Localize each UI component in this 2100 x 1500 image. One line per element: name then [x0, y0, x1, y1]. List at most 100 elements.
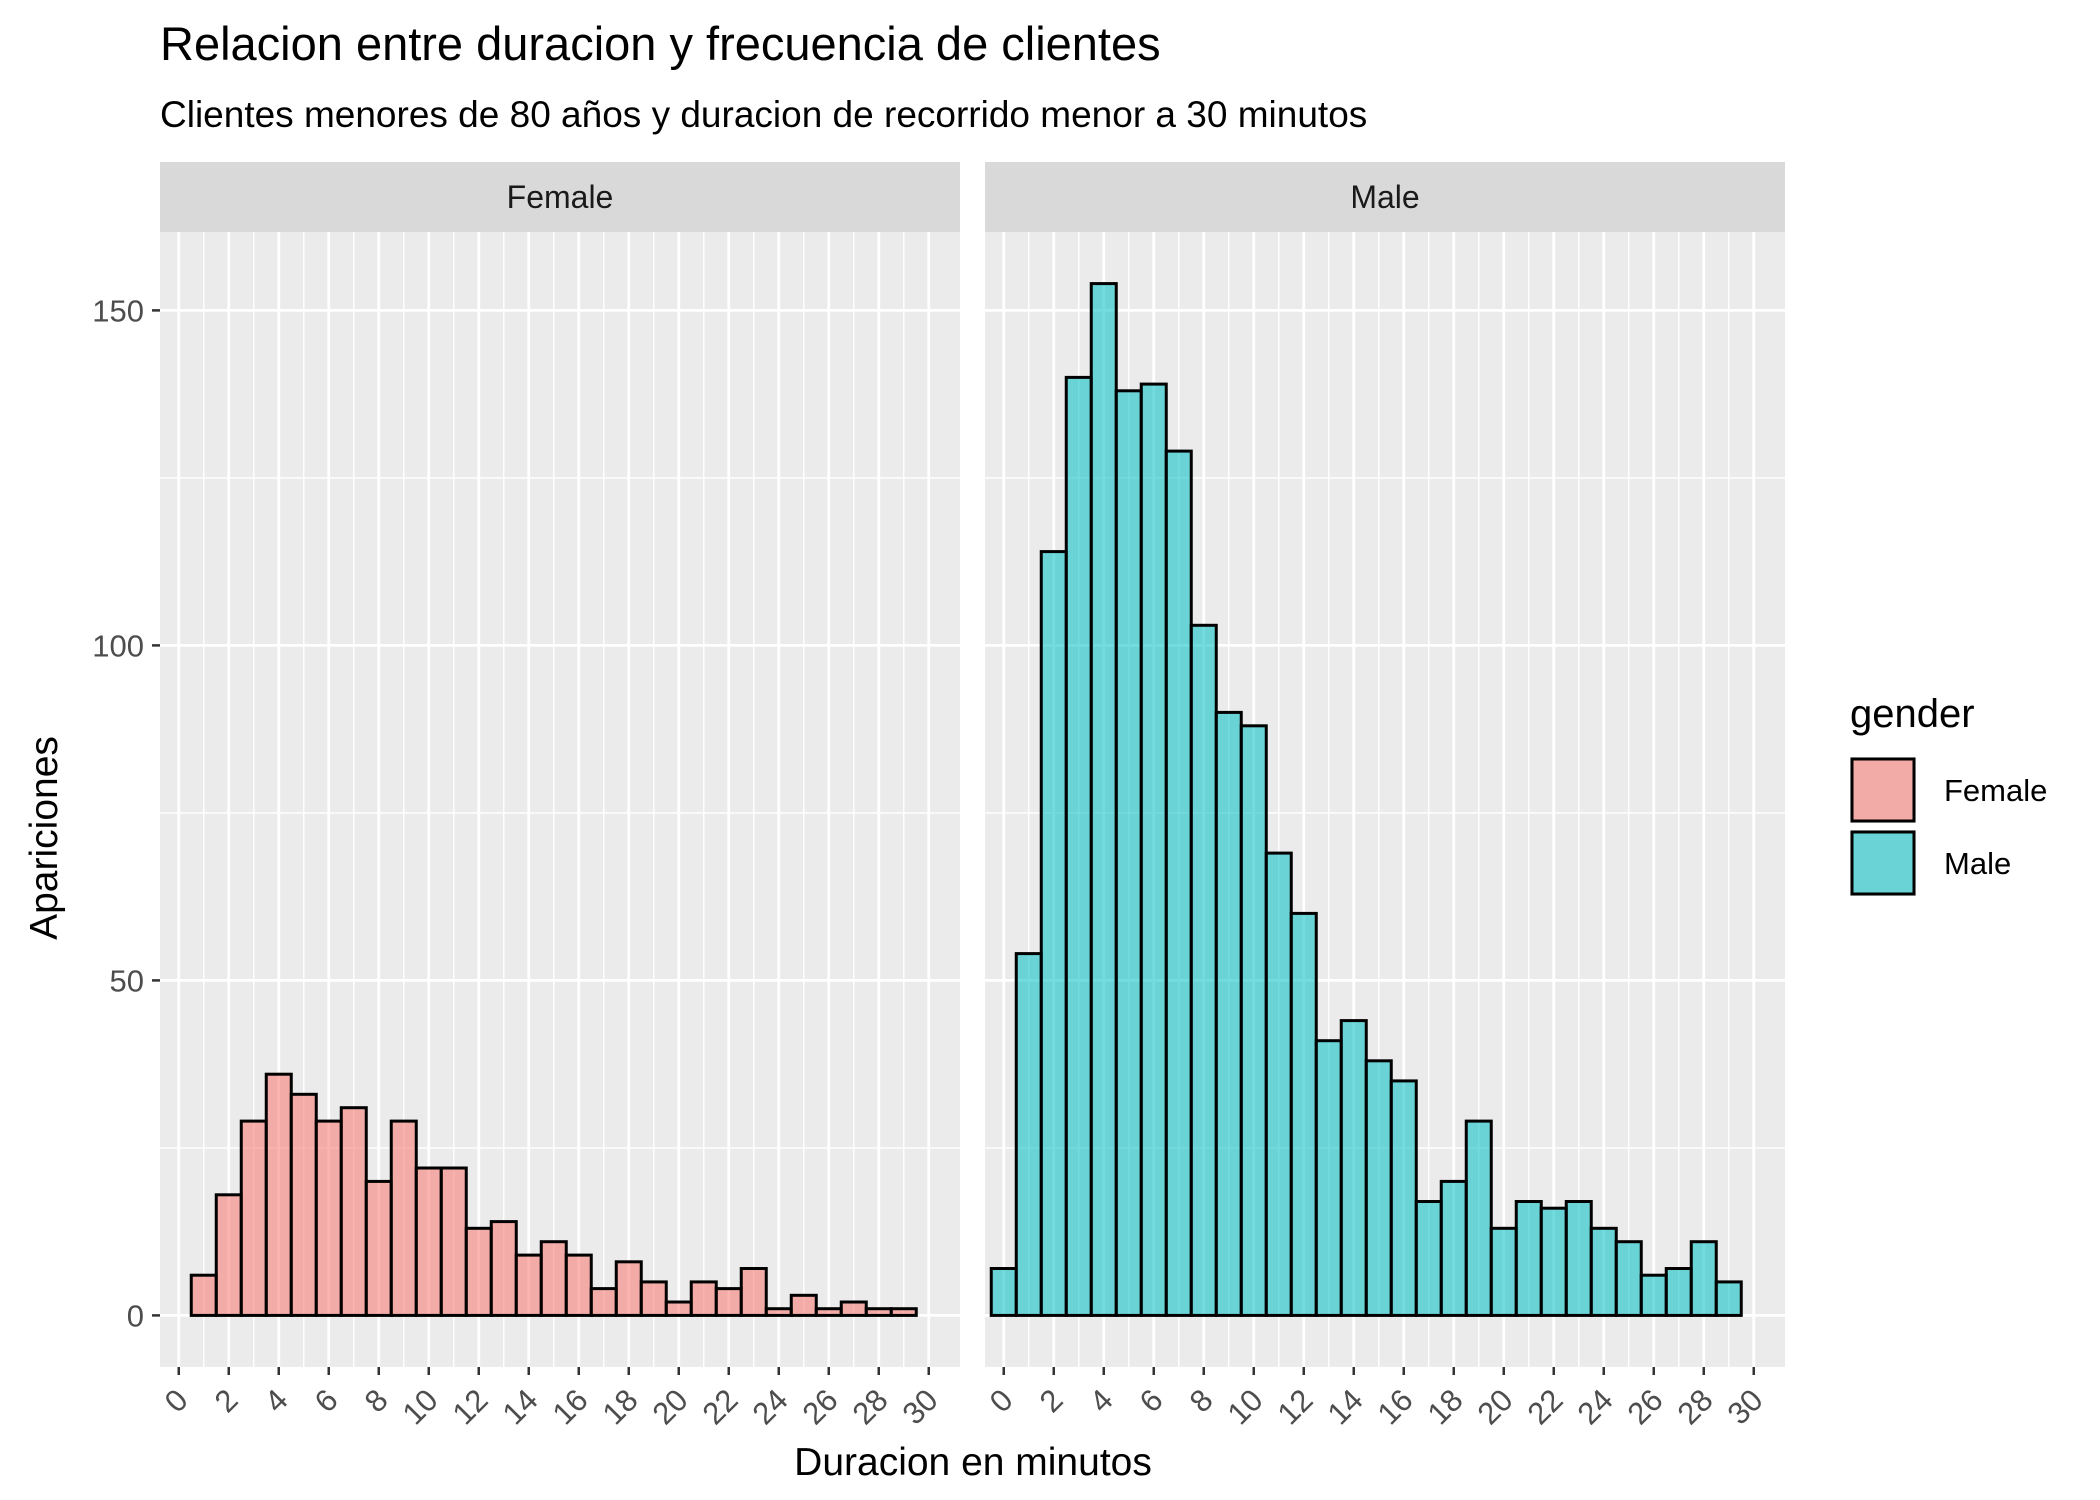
histogram-bar — [214, 1193, 243, 1317]
histogram-bar — [439, 1166, 468, 1317]
x-tick-label: 2 — [208, 1382, 245, 1419]
histogram-bar — [764, 1307, 793, 1317]
histogram-bar — [1164, 449, 1193, 1317]
y-tick-label: 0 — [127, 1298, 144, 1333]
histogram-bar — [839, 1300, 868, 1317]
chart-title: Relacion entre duracion y frecuencia de … — [160, 17, 1161, 70]
histogram-bar — [264, 1072, 293, 1317]
x-tick-label: 24 — [746, 1382, 795, 1431]
histogram-bar — [1614, 1240, 1643, 1317]
x-tick-label: 22 — [696, 1382, 745, 1431]
histogram-bar — [639, 1280, 668, 1317]
legend-label-male: Male — [1944, 846, 2011, 881]
x-tick-label: 4 — [258, 1382, 295, 1419]
histogram-bar — [1339, 1019, 1368, 1317]
histogram-bar — [1239, 724, 1268, 1317]
histogram-bar — [864, 1307, 893, 1317]
x-tick-label: 26 — [1621, 1382, 1670, 1431]
x-tick-label: 12 — [446, 1382, 495, 1431]
legend: gender Female Male — [1850, 692, 2047, 896]
x-tick-label: 22 — [1521, 1382, 1570, 1431]
histogram-bar — [564, 1253, 593, 1317]
facet-strip-label: Male — [1350, 179, 1419, 215]
histogram-bar — [1114, 389, 1143, 1317]
histogram-bar — [314, 1119, 343, 1317]
histogram-bar — [889, 1307, 918, 1317]
histogram-bar — [539, 1240, 568, 1317]
histogram-bar — [1214, 710, 1243, 1317]
histogram-bar — [1489, 1226, 1518, 1317]
histogram-bar — [1464, 1119, 1493, 1317]
x-tick-label: 6 — [308, 1382, 345, 1419]
histogram-bar — [1389, 1079, 1418, 1317]
facet-strip-label: Female — [507, 179, 614, 215]
x-tick-label: 18 — [596, 1382, 645, 1431]
y-tick-label: 50 — [110, 963, 144, 998]
y-axis-title: Apariciones — [23, 736, 66, 940]
histogram-bar — [614, 1260, 643, 1317]
x-tick-label: 4 — [1083, 1382, 1120, 1419]
legend-label-female: Female — [1944, 773, 2047, 808]
histogram-bar — [714, 1287, 743, 1317]
histogram-bar — [1039, 550, 1068, 1317]
x-tick-label: 30 — [1721, 1382, 1770, 1431]
histogram-bar — [1189, 623, 1218, 1317]
histogram-bar — [1689, 1240, 1718, 1317]
histogram-bar — [989, 1267, 1018, 1317]
histogram-bar — [1664, 1267, 1693, 1317]
histogram-bar — [239, 1119, 268, 1317]
histogram-bar — [1264, 851, 1293, 1317]
x-tick-label: 20 — [646, 1382, 695, 1431]
histogram-bar — [1064, 375, 1093, 1317]
x-tick-label: 16 — [1371, 1382, 1420, 1431]
x-tick-label: 16 — [546, 1382, 595, 1431]
x-tick-label: 2 — [1033, 1382, 1070, 1419]
x-tick-label: 28 — [846, 1382, 895, 1431]
histogram-bar — [739, 1267, 768, 1317]
x-tick-label: 28 — [1671, 1382, 1720, 1431]
histogram-bar — [1714, 1280, 1743, 1317]
x-tick-label: 8 — [1183, 1382, 1220, 1419]
histogram-bar — [1289, 911, 1318, 1317]
histogram-bar — [339, 1106, 368, 1317]
histogram-bar — [189, 1273, 218, 1317]
histogram-bar — [414, 1166, 443, 1317]
histogram-bar — [1139, 382, 1168, 1317]
facet-strip — [160, 162, 960, 232]
histogram-bar — [489, 1220, 518, 1317]
y-axis: 0 50 100 150 — [92, 293, 160, 1333]
histogram-bar — [1539, 1206, 1568, 1317]
histogram-bar — [789, 1293, 818, 1317]
x-tick-label: 12 — [1271, 1382, 1320, 1431]
histogram-bar — [664, 1300, 693, 1317]
histogram-bar — [1314, 1039, 1343, 1317]
histogram-bar — [1639, 1273, 1668, 1317]
x-tick-label: 10 — [1221, 1382, 1270, 1431]
chart-subtitle: Clientes menores de 80 años y duracion d… — [160, 94, 1367, 135]
histogram-bar — [1089, 282, 1118, 1317]
histogram-bar — [289, 1092, 318, 1317]
histogram-bar — [814, 1307, 843, 1317]
legend-swatch-male — [1850, 830, 1916, 896]
histogram-bar — [689, 1280, 718, 1317]
x-tick-label: 14 — [496, 1382, 545, 1431]
y-tick-label: 150 — [92, 293, 144, 328]
histogram-bar — [1564, 1200, 1593, 1317]
histogram-bar — [364, 1179, 393, 1317]
histogram-bar — [589, 1287, 618, 1317]
histogram-bar — [389, 1119, 418, 1317]
legend-swatch-female — [1850, 757, 1916, 823]
histogram-bar — [464, 1226, 493, 1317]
legend-title: gender — [1850, 692, 1975, 736]
x-tick-label: 30 — [896, 1382, 945, 1431]
facet-strip — [985, 162, 1785, 232]
x-tick-label: 24 — [1571, 1382, 1620, 1431]
x-axis-title: Duracion en minutos — [794, 1441, 1152, 1484]
x-tick-label: 18 — [1421, 1382, 1470, 1431]
histogram-bar — [514, 1253, 543, 1317]
histogram-bar — [1439, 1179, 1468, 1317]
histogram-bar — [1589, 1226, 1618, 1317]
x-tick-label: 14 — [1321, 1382, 1370, 1431]
